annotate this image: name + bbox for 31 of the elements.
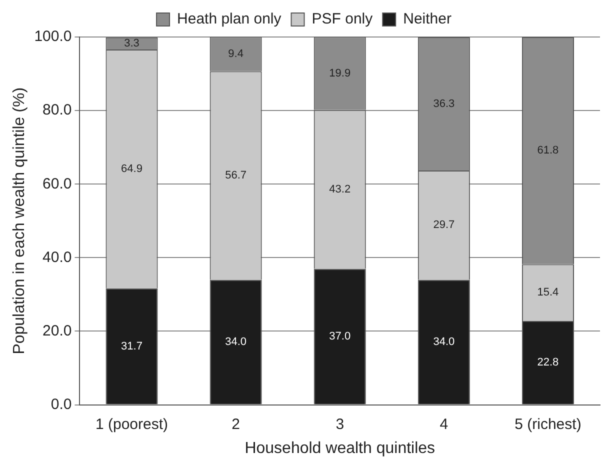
y-tick-label: 80.0 <box>42 102 72 119</box>
data-label: 36.3 <box>433 98 455 110</box>
data-label: 43.2 <box>329 183 351 196</box>
y-tick-label: 0.0 <box>50 396 72 413</box>
y-tick-label: 20.0 <box>42 322 72 340</box>
data-label: 9.4 <box>228 48 244 60</box>
y-tick-label: 40.0 <box>42 248 72 266</box>
y-tick-label: 60.0 <box>42 175 72 192</box>
data-label: 31.7 <box>121 340 142 352</box>
data-label: 61.8 <box>537 144 559 157</box>
data-label: 64.9 <box>121 162 142 175</box>
data-label: 22.8 <box>537 356 559 369</box>
legend-label: Heath plan only <box>177 10 282 28</box>
y-tick-label: 100.0 <box>34 28 72 46</box>
data-label: 56.7 <box>225 170 247 182</box>
x-tick-label: 2 <box>232 416 240 433</box>
legend-label: Neither <box>403 10 452 28</box>
x-tick-label: 3 <box>336 416 344 433</box>
data-label: 15.4 <box>537 286 559 299</box>
data-label: 29.7 <box>433 219 455 232</box>
legend-label: PSF only <box>312 10 374 28</box>
data-label: 3.3 <box>124 37 140 50</box>
x-axis-title: Household wealth quintiles <box>244 440 436 457</box>
data-label: 34.0 <box>433 336 455 348</box>
x-tick-label: 1 (poorest) <box>95 416 168 433</box>
x-tick-label: 4 <box>440 416 448 433</box>
x-tick-label: 5 (richest) <box>514 416 582 433</box>
data-label: 19.9 <box>329 67 351 80</box>
data-label: 37.0 <box>329 330 351 343</box>
y-axis-title: Population in each wealth quintile (%) <box>11 87 28 354</box>
data-label: 34.0 <box>225 336 247 348</box>
